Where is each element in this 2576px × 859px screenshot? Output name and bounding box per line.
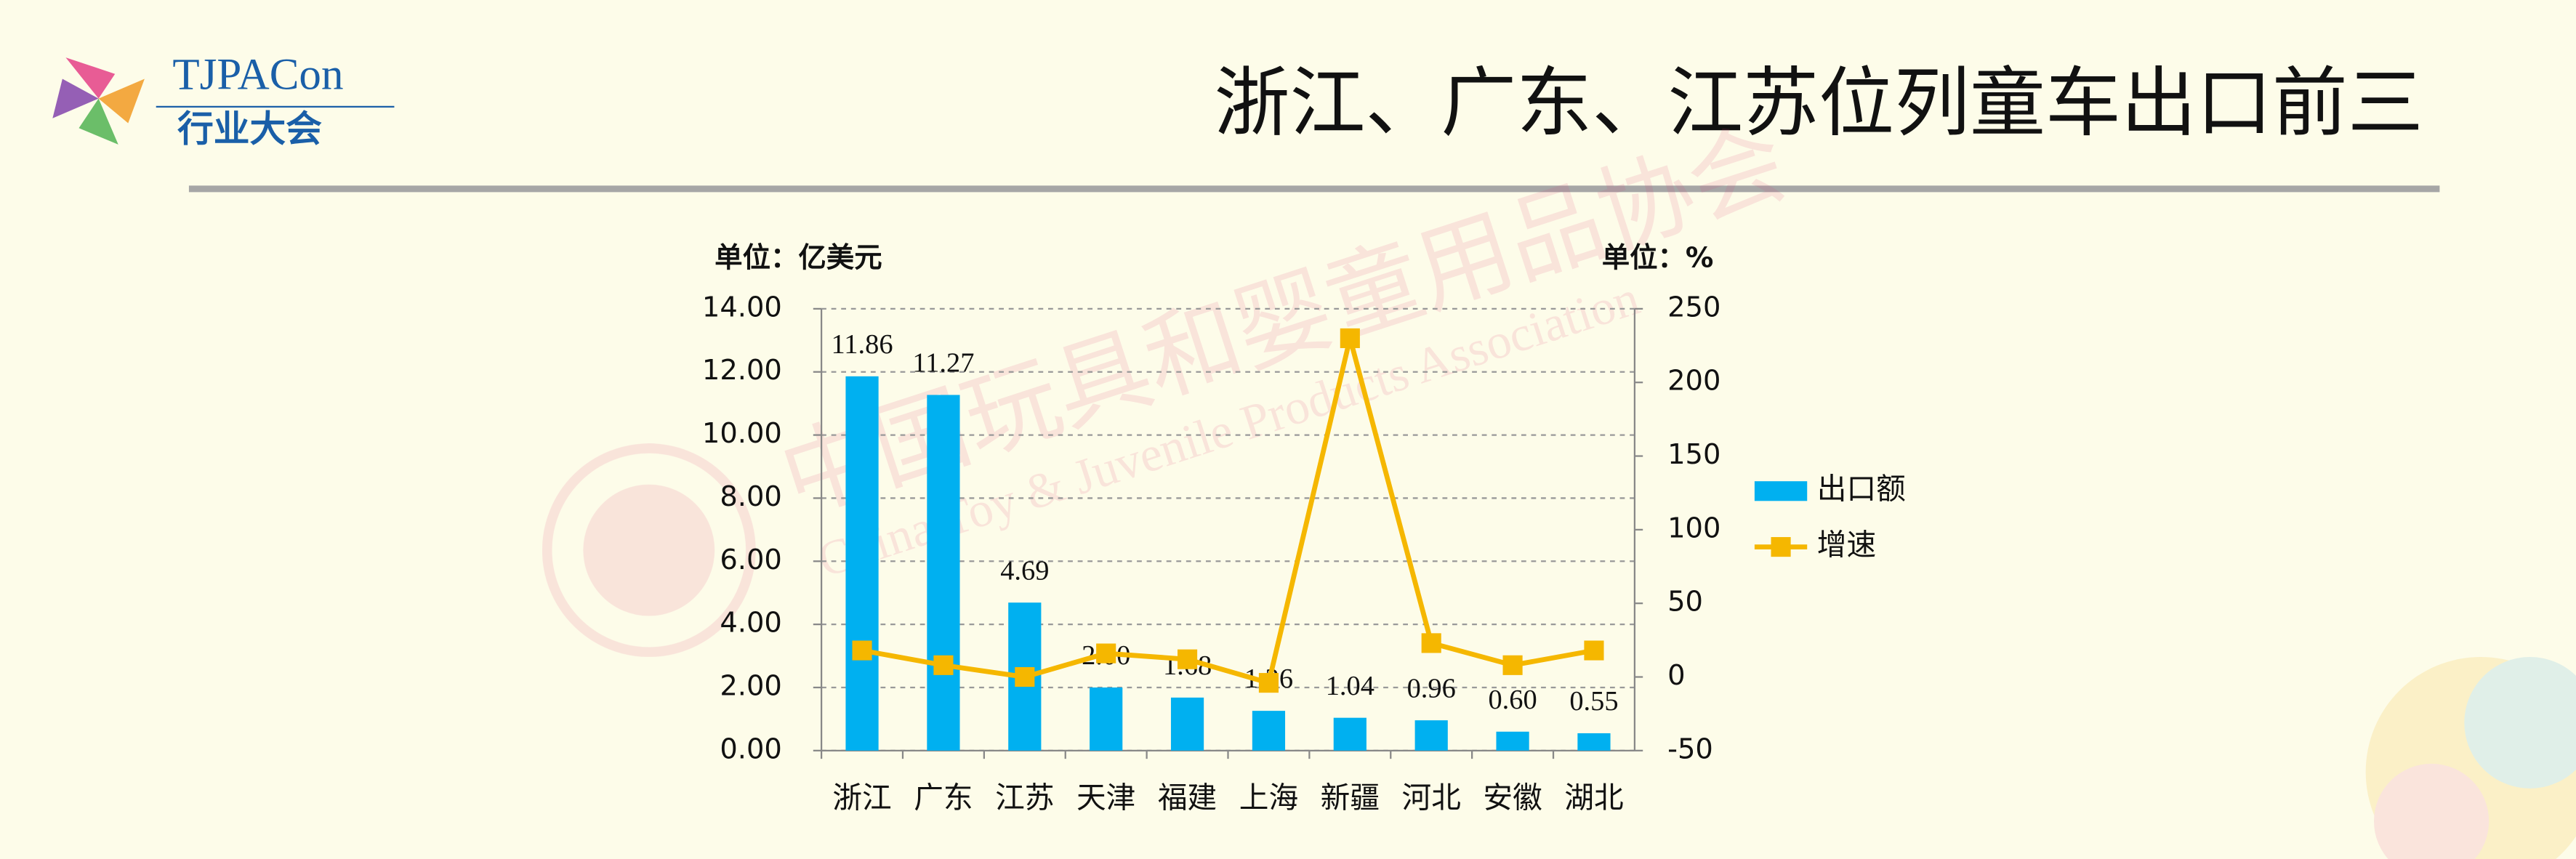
x-tick-label: 安徽: [1483, 781, 1542, 815]
point: [1096, 643, 1116, 664]
point: [1421, 633, 1441, 653]
bar: [1090, 687, 1123, 751]
point: [1584, 640, 1604, 661]
bar: [927, 395, 960, 751]
x-tick-label: 江苏: [995, 781, 1054, 815]
legend-label: 出口额: [1817, 472, 1906, 507]
logo-name: TJPACon: [172, 50, 343, 99]
y2-unit: 单位：%: [1602, 242, 1714, 275]
logo-subtitle: 行业大会: [177, 108, 322, 150]
y2-tick-label: 100: [1667, 512, 1720, 544]
point: [1015, 666, 1035, 687]
x-tick-label: 河北: [1402, 781, 1461, 815]
y2-tick-label: -50: [1667, 733, 1713, 765]
legend-label: 增速: [1817, 528, 1876, 562]
y-tick-label: 10.00: [702, 417, 782, 450]
y2-tick-label: 0: [1667, 659, 1685, 692]
corner-pinwheel: [2365, 657, 2576, 859]
bar: [1170, 697, 1204, 751]
bar: [1333, 717, 1367, 751]
bar: [1577, 733, 1611, 751]
legend-swatch: [1754, 481, 1808, 501]
x-tick-label: 湖北: [1564, 781, 1623, 815]
y-tick-label: 6.00: [720, 544, 782, 576]
y-tick-label: 4.00: [720, 607, 782, 640]
x-tick-label: 广东: [914, 781, 973, 815]
legend-swatch: [1771, 537, 1791, 557]
point: [933, 655, 954, 675]
value-label: 0.60: [1488, 685, 1537, 715]
x-tick-label: 天津: [1076, 781, 1135, 815]
y2-tick-label: 250: [1667, 291, 1720, 323]
y-tick-label: 0.00: [720, 733, 782, 765]
logo-icon: [52, 57, 145, 145]
point: [1258, 673, 1279, 693]
bar: [1414, 720, 1448, 751]
value-label: 11.86: [832, 329, 893, 360]
x-tick-label: 浙江: [832, 781, 891, 815]
point: [1502, 655, 1523, 675]
value-label: 1.04: [1326, 671, 1374, 701]
point: [1340, 328, 1360, 348]
y-tick-label: 14.00: [702, 291, 782, 323]
y-unit: 单位：亿美元: [715, 242, 882, 275]
bar: [1252, 711, 1286, 751]
value-label: 0.96: [1407, 673, 1456, 703]
point: [852, 640, 872, 661]
bar: [845, 376, 879, 751]
x-tick-label: 福建: [1158, 781, 1217, 815]
value-label: 0.55: [1569, 686, 1618, 717]
line: [861, 337, 1595, 686]
value-label: 11.27: [912, 348, 974, 379]
y2-tick-label: 200: [1667, 365, 1720, 398]
y-tick-label: 8.00: [720, 480, 782, 513]
x-tick-label: 新疆: [1321, 781, 1380, 815]
y-tick-label: 12.00: [702, 354, 782, 387]
point: [1178, 649, 1198, 669]
x-tick-label: 上海: [1239, 781, 1298, 815]
bar: [1496, 731, 1529, 751]
y-tick-label: 2.00: [720, 669, 782, 702]
y2-tick-label: 50: [1667, 586, 1703, 618]
y2-tick-label: 150: [1667, 438, 1720, 471]
chart-title: 浙江、广东、江苏位列童车出口前三: [1214, 59, 2423, 147]
value-label: 4.69: [1000, 555, 1049, 586]
